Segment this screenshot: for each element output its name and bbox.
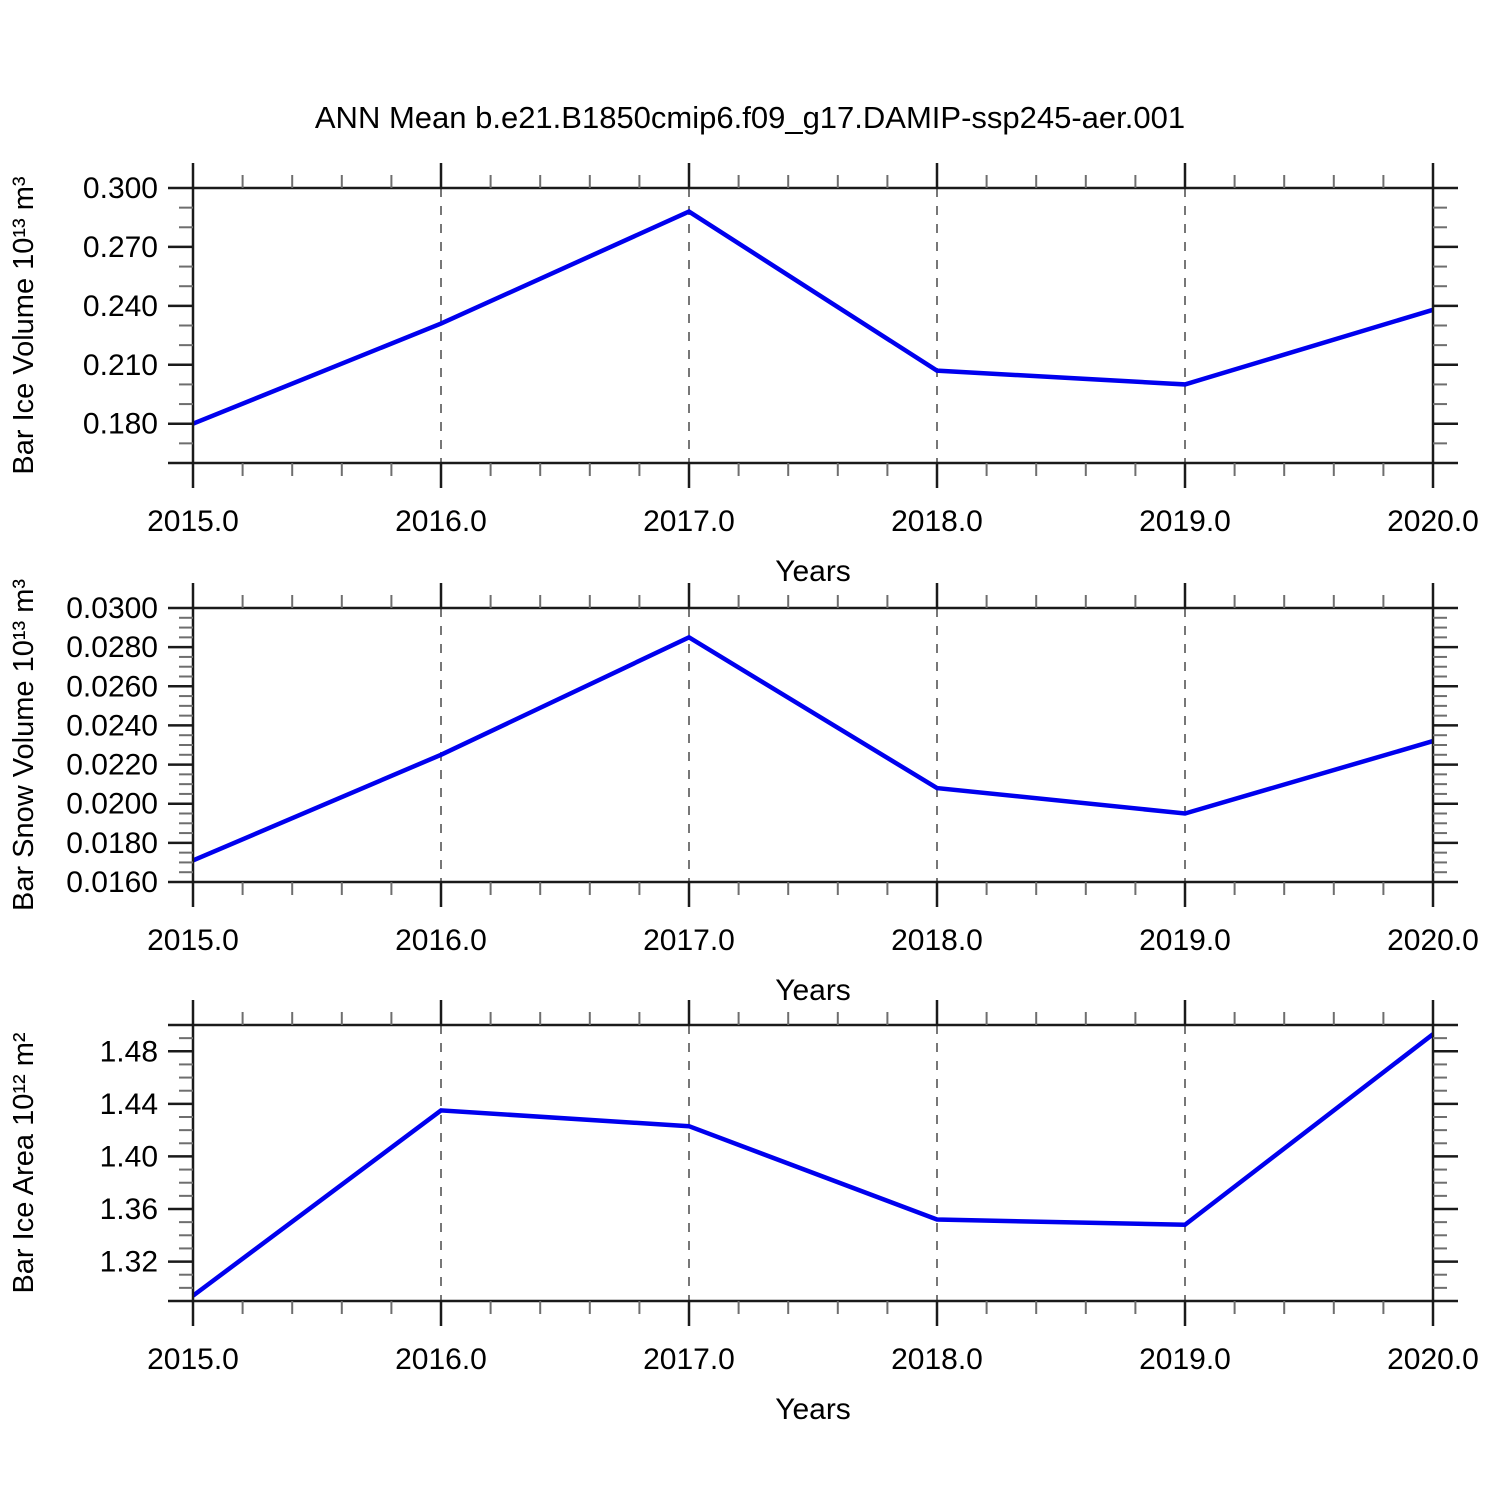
x-tick-label: 2019.0 xyxy=(1139,505,1231,538)
y-tick-label: 1.48 xyxy=(100,1035,158,1068)
y-tick-label: 0.210 xyxy=(83,349,158,382)
data-line xyxy=(192,209,1434,426)
x-tick-label: 2019.0 xyxy=(1139,924,1231,957)
y-tick-label: 0.180 xyxy=(83,408,158,441)
x-tick-label: 2016.0 xyxy=(395,924,487,957)
x-tick-label: 2020.0 xyxy=(1387,924,1479,957)
y-tick-label: 1.36 xyxy=(100,1193,158,1226)
y-tick-label: 0.0260 xyxy=(66,670,158,703)
x-tick-label: 2019.0 xyxy=(1139,1343,1231,1376)
y-axis-label: Bar Ice Volume 10¹³ m³ xyxy=(8,176,40,474)
plot-box xyxy=(191,1023,1435,1303)
y-tick-label: 0.300 xyxy=(83,172,158,205)
x-tick-label: 2015.0 xyxy=(147,924,239,957)
x-tick-label: 2017.0 xyxy=(643,1343,735,1376)
x-tick-label: 2018.0 xyxy=(891,1343,983,1376)
x-tick-label: 2015.0 xyxy=(147,1343,239,1376)
y-axis-label: Bar Ice Area 10¹² m² xyxy=(8,1032,40,1293)
x-axis-label: Years xyxy=(775,1393,851,1426)
x-tick-label: 2015.0 xyxy=(147,505,239,538)
x-tick-label: 2017.0 xyxy=(643,505,735,538)
y-tick-label: 1.32 xyxy=(100,1246,158,1279)
panel-bar-snow-volume: 2015.0 2016.0 2017.0 2018.0 2019.0 2020.0 0.03… xyxy=(8,579,1479,1007)
x-tick-label: 2018.0 xyxy=(891,924,983,957)
x-tick-label: 2017.0 xyxy=(643,924,735,957)
y-tick-label: 0.0160 xyxy=(66,866,158,899)
x-tick-label: 2020.0 xyxy=(1387,505,1479,538)
y-tick-label: 0.0300 xyxy=(66,592,158,625)
x-tick-label: 2020.0 xyxy=(1387,1343,1479,1376)
plot-box xyxy=(191,186,1435,465)
panel-bar-ice-area: 2015.0 2016.0 2017.0 2018.0 2019.0 2020.0 1.48… xyxy=(8,1000,1479,1426)
y-tick-label: 0.0200 xyxy=(66,788,158,821)
panel-bar-ice-volume: 2015.0 2016.0 2017.0 2018.0 2019.0 2020.0 0.30… xyxy=(8,163,1479,588)
y-tick-label: 0.0220 xyxy=(66,749,158,782)
y-tick-label: 0.0240 xyxy=(66,709,158,742)
plot-box xyxy=(191,606,1435,884)
y-tick-label: 0.0280 xyxy=(66,631,158,664)
x-axis-label: Years xyxy=(775,555,851,588)
y-tick-label: 0.0180 xyxy=(66,827,158,860)
y-tick-label: 1.44 xyxy=(100,1088,158,1121)
data-line xyxy=(192,634,1434,863)
data-line xyxy=(191,1032,1435,1298)
y-tick-label: 1.40 xyxy=(100,1140,158,1173)
y-axis-label: Bar Snow Volume 10¹³ m³ xyxy=(8,579,40,911)
x-tick-label: 2016.0 xyxy=(395,1343,487,1376)
x-axis-label: Years xyxy=(775,974,851,1007)
y-tick-label: 0.240 xyxy=(83,290,158,323)
y-tick-label: 0.270 xyxy=(83,231,158,264)
x-tick-label: 2018.0 xyxy=(891,505,983,538)
chart-title: ANN Mean b.e21.B1850cmip6.f09_g17.DAMIP-… xyxy=(314,100,1186,135)
x-tick-label: 2016.0 xyxy=(395,505,487,538)
